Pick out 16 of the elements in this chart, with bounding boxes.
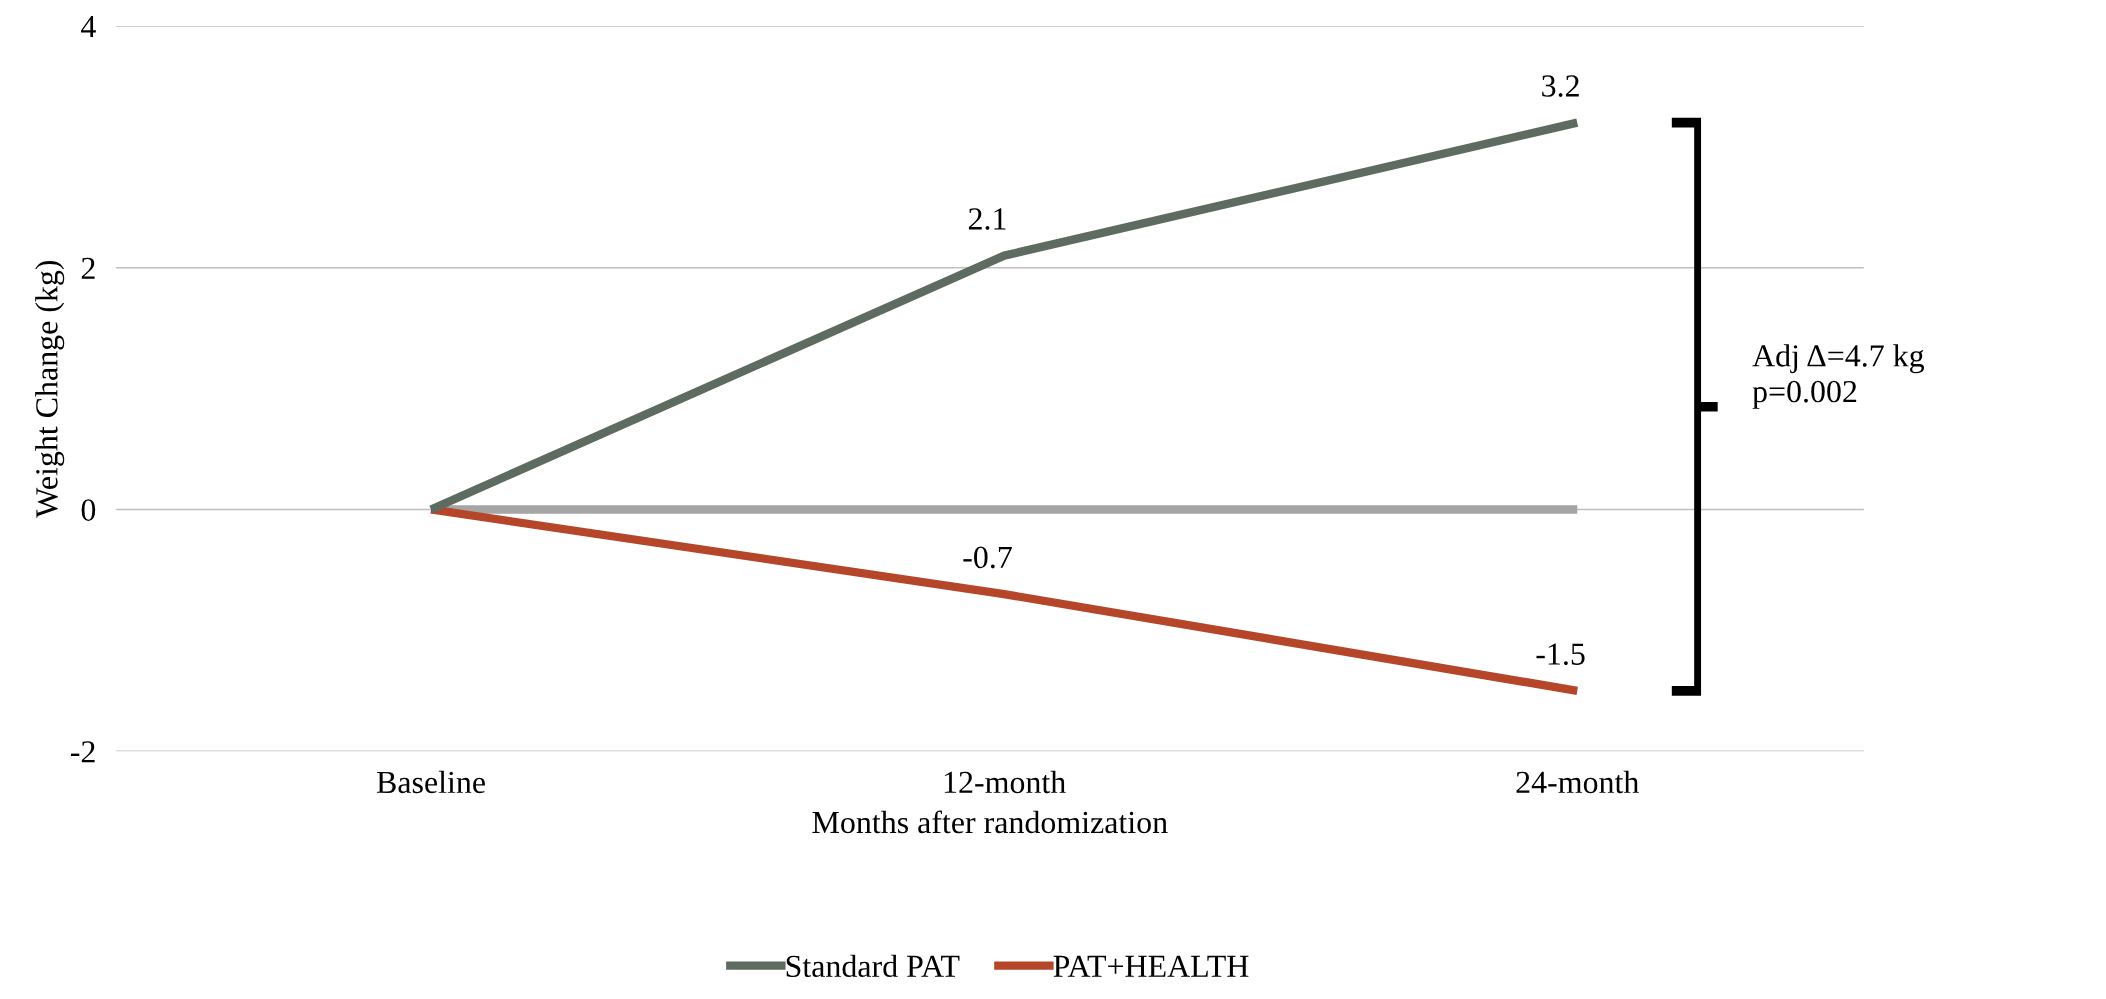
y-tick-label: 4 <box>81 16 96 38</box>
legend-label: PAT+HEALTH <box>1053 955 1249 977</box>
data-label: 2.1 <box>968 208 1006 230</box>
y-tick-label: -2 <box>70 741 95 763</box>
x-tick-label: 12-month <box>944 770 1066 794</box>
y-axis-title: Weight Change (kg) <box>35 260 65 518</box>
legend-label: Standard PAT <box>786 954 960 978</box>
data-label: -0.7 <box>963 546 1012 569</box>
x-tick-label: 24-month <box>1516 770 1639 794</box>
annotation: Adj Δ=4.7 kg p=0.002 <box>1752 344 1925 409</box>
data-label: -1.5 <box>1536 643 1585 666</box>
x-axis-title: Months after randomization <box>812 810 1168 834</box>
y-tick-label: 0 <box>81 499 96 521</box>
data-label: 3.2 <box>1542 75 1579 97</box>
x-tick-label: Baseline <box>376 770 485 794</box>
y-tick-label: 2 <box>81 257 95 279</box>
